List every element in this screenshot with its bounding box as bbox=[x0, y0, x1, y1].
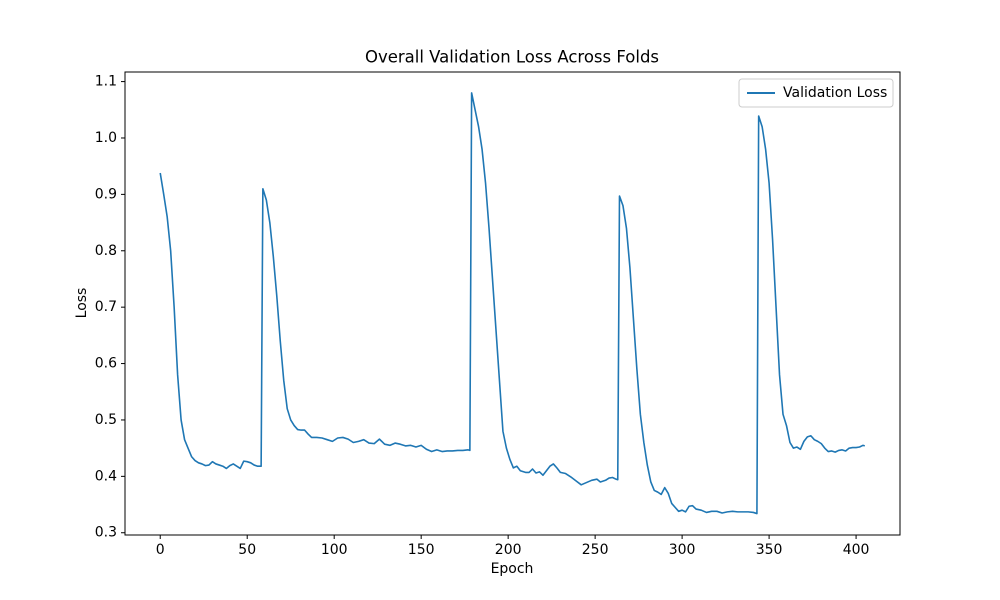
x-tick-label: 50 bbox=[238, 542, 256, 558]
y-tick-label: 0.9 bbox=[95, 186, 117, 202]
x-tick-label: 200 bbox=[495, 542, 522, 558]
y-tick-label: 1.1 bbox=[95, 74, 117, 90]
y-tick-label: 0.4 bbox=[95, 468, 117, 484]
x-axis-label: Epoch bbox=[491, 561, 534, 577]
x-tick-label: 400 bbox=[843, 542, 870, 558]
y-tick-label: 0.5 bbox=[95, 412, 117, 428]
chart-title: Overall Validation Loss Across Folds bbox=[365, 48, 659, 67]
legend-label: Validation Loss bbox=[783, 85, 887, 101]
x-tick-label: 300 bbox=[669, 542, 696, 558]
y-axis-label: Loss bbox=[74, 288, 90, 319]
data-line bbox=[159, 92, 866, 515]
y-tick-label: 0.6 bbox=[95, 356, 117, 372]
y-tick-label: 0.7 bbox=[95, 299, 117, 315]
legend-box bbox=[738, 78, 894, 108]
y-tick-label: 0.3 bbox=[95, 525, 117, 541]
x-tick-label: 0 bbox=[156, 542, 165, 558]
x-tick-label: 350 bbox=[756, 542, 783, 558]
y-tick-label: 0.8 bbox=[95, 243, 117, 259]
x-tick-label: 100 bbox=[321, 542, 348, 558]
y-tick-label: 1.0 bbox=[95, 130, 117, 146]
x-tick-label: 150 bbox=[408, 542, 435, 558]
plot-frame bbox=[124, 71, 901, 536]
x-tick-label: 250 bbox=[582, 542, 609, 558]
